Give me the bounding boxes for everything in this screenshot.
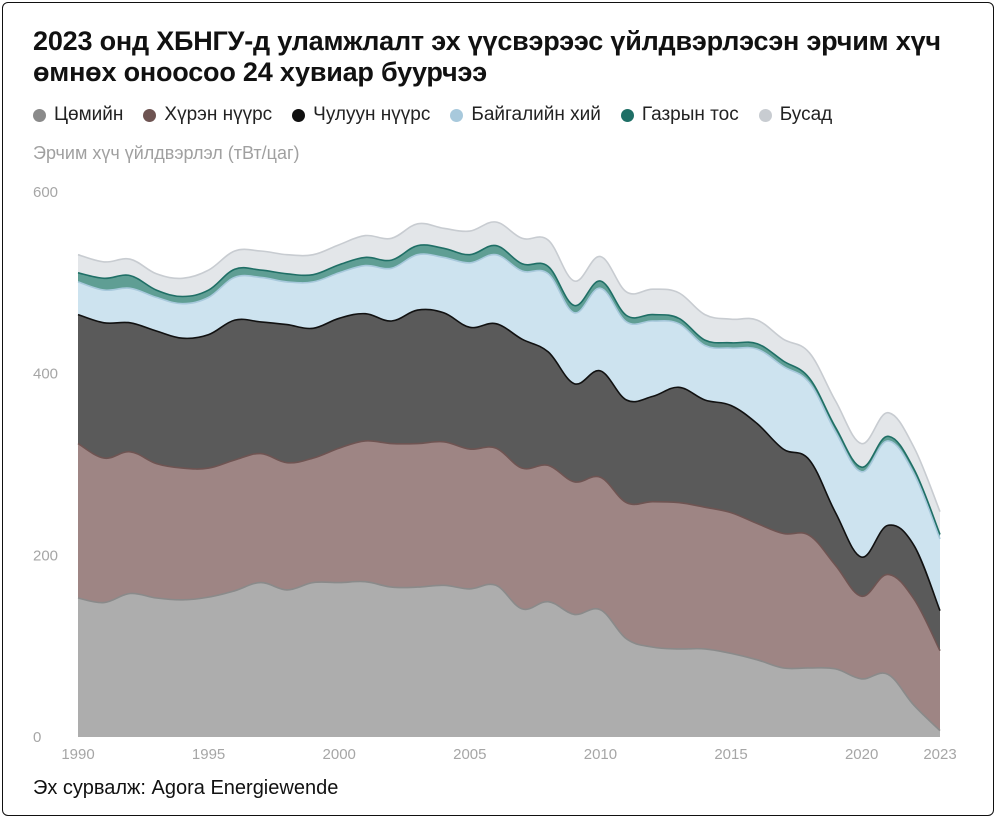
legend-label: Хүрэн нүүрс (164, 104, 273, 125)
legend-label: Чулуун нүүрс (313, 104, 431, 125)
area-band (78, 440, 940, 731)
y-tick-label: 600 (33, 184, 58, 201)
legend-swatch (620, 108, 634, 122)
x-tick-label: 2015 (714, 746, 747, 763)
area-band (78, 254, 940, 611)
legend-swatch (450, 108, 464, 122)
legend-item[interactable]: Цөмийн (33, 104, 123, 126)
series-line (77, 244, 941, 535)
chart-title: 2023 онд ХБНГУ-д уламжлалт эх үүсвэрээс … (33, 26, 941, 87)
x-tick-label: 2005 (453, 746, 486, 763)
y-tick-label: 200 (33, 547, 58, 564)
legend-item[interactable]: Чулуун нүүрс (292, 104, 430, 126)
legend-label: Газрын тос (641, 104, 739, 125)
x-tick-label: 1990 (61, 746, 94, 763)
series-line (77, 253, 941, 540)
legend-swatch (143, 108, 157, 122)
series-line (77, 308, 941, 611)
legend-label: Бусад (779, 104, 833, 125)
x-tick-label: 2010 (584, 746, 617, 763)
x-tick-label: 1995 (192, 746, 225, 763)
x-tick-label: 2023 (923, 746, 956, 763)
x-tick-label: 2000 (323, 746, 356, 763)
legend-label: Байгалийн хий (471, 104, 601, 125)
legend-item[interactable]: Газрын тос (620, 104, 739, 126)
y-axis-label: Эрчим хүч үйлдвэрлэл (тВт/цаг) (33, 143, 300, 163)
y-tick-label: 400 (33, 366, 58, 383)
legend-item[interactable]: Хүрэн нүүрс (143, 104, 272, 126)
legend-swatch (758, 108, 772, 122)
source-note: Эх сурвалж: Agora Energiewende (33, 777, 339, 799)
series-line (77, 221, 941, 513)
area-band (78, 309, 940, 651)
legend-label: Цөмийн (54, 104, 124, 125)
area-band (78, 581, 940, 737)
legend-item[interactable]: Бусад (758, 104, 833, 126)
chart-legend: Цөмийн Хүрэн нүүрс Чулуун нүүрс Байгалийн х… (33, 102, 852, 128)
y-tick-label: 0 (33, 729, 41, 746)
series-line (77, 439, 941, 652)
x-tick-label: 2020 (845, 746, 878, 763)
legend-item[interactable]: Байгалийн хий (450, 104, 601, 126)
series-line (77, 580, 941, 732)
legend-swatch (292, 108, 306, 122)
legend-swatch (33, 108, 46, 122)
